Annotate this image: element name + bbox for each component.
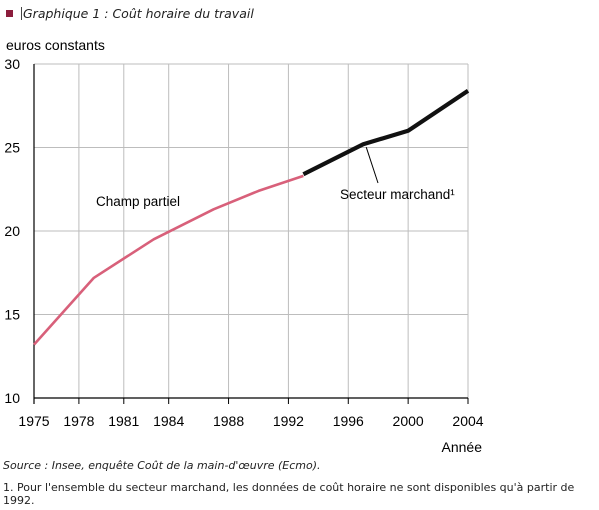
series-line-2 [302, 88, 470, 177]
x-tick-label: 1992 [273, 413, 304, 429]
grid-lines [34, 63, 469, 398]
chart-caption: Graphique 1 : Coût horaire du travail [23, 5, 254, 21]
x-tick-label: 2004 [452, 413, 483, 429]
y-tick-label: 25 [4, 140, 20, 156]
x-tick-label: 1975 [18, 413, 49, 429]
series-line-1 [33, 174, 304, 346]
chart-labels: 10 15 20 25 30 1975 1978 1981 1984 1988 1992 1996 20… [4, 37, 483, 455]
source-note: Source : Insee, enquête Coût de la main-… [3, 459, 321, 472]
label-leader-line [365, 147, 379, 184]
axes [33, 64, 469, 404]
y-axis-title: euros constants [6, 37, 105, 53]
x-tick-label: 1996 [333, 413, 364, 429]
y-tick-label: 20 [4, 223, 20, 239]
footnote: 1. Pour l'ensemble du secteur marchand, … [3, 481, 575, 507]
x-tick-label: 2000 [393, 413, 424, 429]
series-label-champ-partiel: Champ partiel [96, 194, 180, 209]
x-tick-label: 1981 [108, 413, 139, 429]
line-chart: 10 15 20 25 30 1975 1978 1981 1984 1988 1992 1996 20… [4, 37, 483, 455]
x-tick-label: 1988 [213, 413, 244, 429]
bullet-icon [6, 9, 13, 17]
series-label-secteur-marchand: Secteur marchand¹ [340, 187, 455, 202]
x-tick-label: 1984 [153, 413, 184, 429]
x-axis-title: Année [442, 439, 483, 455]
chart-caption-row: Graphique 1 : Coût horaire du travail [6, 4, 254, 22]
series-lines [33, 88, 470, 346]
y-tick-label: 30 [4, 56, 20, 72]
text-cursor [21, 6, 22, 20]
y-tick-label: 10 [4, 390, 20, 406]
y-tick-label: 15 [4, 307, 20, 323]
x-tick-label: 1978 [63, 413, 94, 429]
